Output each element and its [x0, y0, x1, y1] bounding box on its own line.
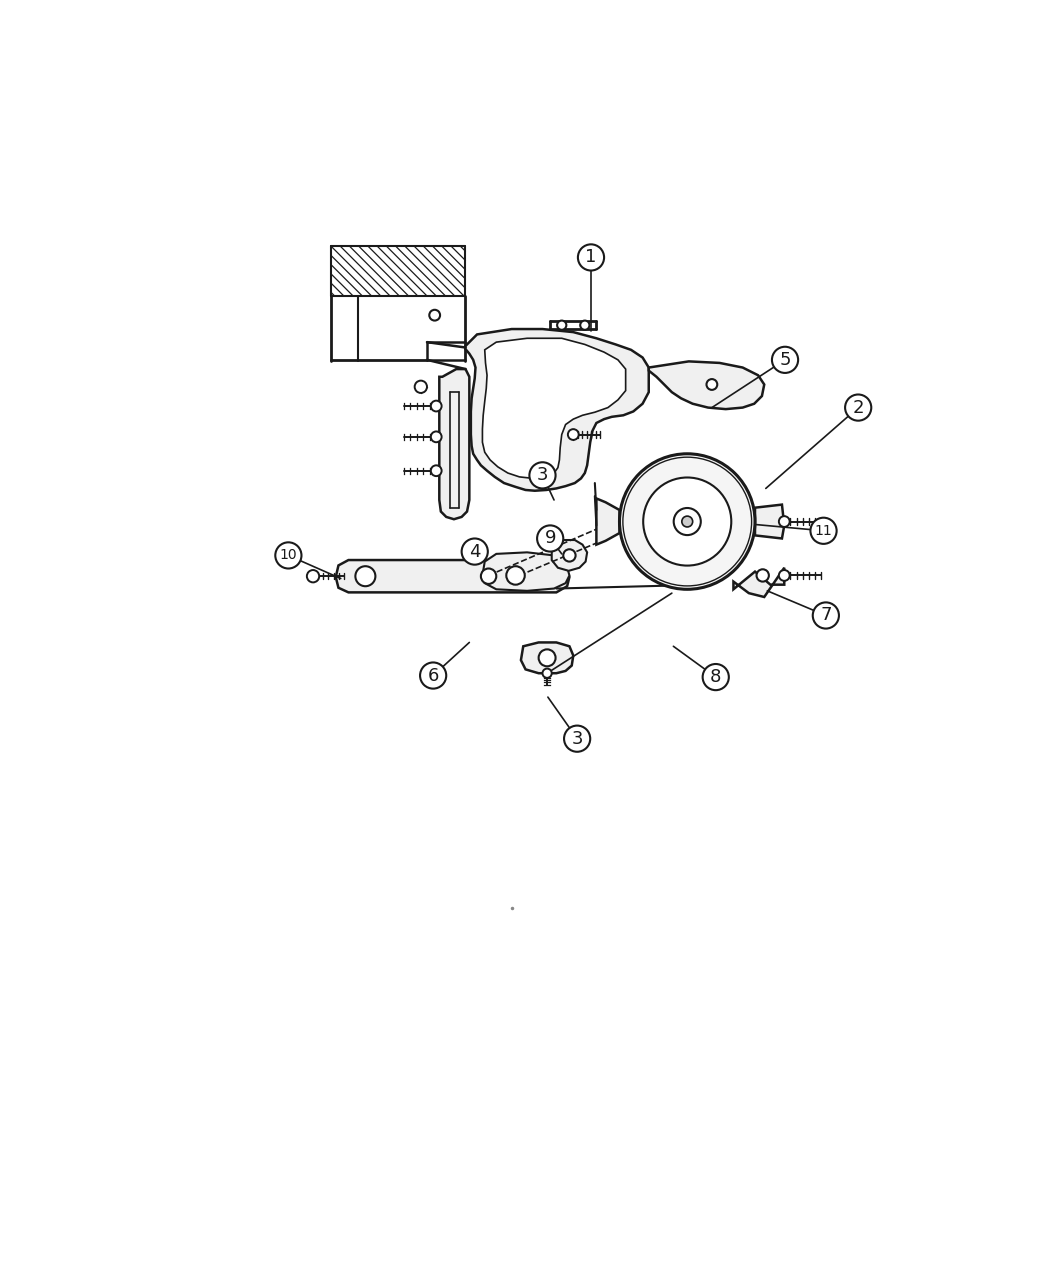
- Circle shape: [620, 454, 755, 590]
- Circle shape: [772, 347, 798, 373]
- Circle shape: [421, 663, 446, 688]
- Circle shape: [529, 462, 555, 489]
- Polygon shape: [755, 505, 784, 538]
- Circle shape: [564, 725, 590, 752]
- Circle shape: [539, 650, 555, 666]
- Circle shape: [481, 568, 496, 585]
- Circle shape: [779, 517, 789, 527]
- Text: 9: 9: [545, 530, 555, 547]
- Circle shape: [578, 244, 604, 271]
- Circle shape: [431, 400, 442, 412]
- Polygon shape: [483, 553, 569, 591]
- Circle shape: [275, 542, 301, 568]
- Circle shape: [558, 321, 566, 330]
- Text: 5: 5: [779, 350, 790, 368]
- Circle shape: [431, 431, 442, 443]
- Text: 7: 7: [820, 606, 832, 624]
- Circle shape: [414, 381, 427, 393]
- Circle shape: [355, 567, 375, 586]
- Circle shape: [580, 321, 589, 330]
- Circle shape: [811, 518, 837, 544]
- Circle shape: [674, 508, 701, 535]
- Circle shape: [757, 569, 768, 582]
- Text: 10: 10: [279, 549, 297, 563]
- Circle shape: [779, 570, 789, 581]
- Circle shape: [506, 567, 525, 585]
- Circle shape: [682, 517, 692, 527]
- Circle shape: [543, 669, 551, 678]
- Circle shape: [462, 538, 488, 564]
- Text: 1: 1: [585, 248, 597, 266]
- Circle shape: [307, 570, 319, 582]
- Circle shape: [845, 394, 872, 421]
- Circle shape: [538, 526, 563, 551]
- Polygon shape: [466, 329, 649, 491]
- Circle shape: [703, 664, 728, 691]
- Text: 4: 4: [469, 542, 481, 560]
- Circle shape: [431, 466, 442, 476]
- Text: 2: 2: [853, 399, 864, 417]
- Circle shape: [643, 477, 731, 565]
- Polygon shape: [336, 560, 569, 592]
- Circle shape: [563, 549, 575, 561]
- Text: 6: 6: [428, 666, 438, 684]
- Circle shape: [568, 430, 579, 440]
- Text: 3: 3: [536, 467, 548, 485]
- Circle shape: [429, 310, 441, 321]
- Text: 3: 3: [571, 730, 583, 748]
- Circle shape: [706, 379, 718, 390]
- Polygon shape: [440, 370, 469, 519]
- Polygon shape: [521, 642, 573, 673]
- Polygon shape: [551, 540, 587, 570]
- Polygon shape: [483, 338, 626, 478]
- Circle shape: [813, 602, 839, 628]
- Polygon shape: [649, 362, 764, 409]
- Polygon shape: [734, 568, 784, 597]
- Polygon shape: [597, 499, 620, 545]
- Text: 11: 11: [815, 524, 833, 537]
- Text: 8: 8: [710, 668, 721, 686]
